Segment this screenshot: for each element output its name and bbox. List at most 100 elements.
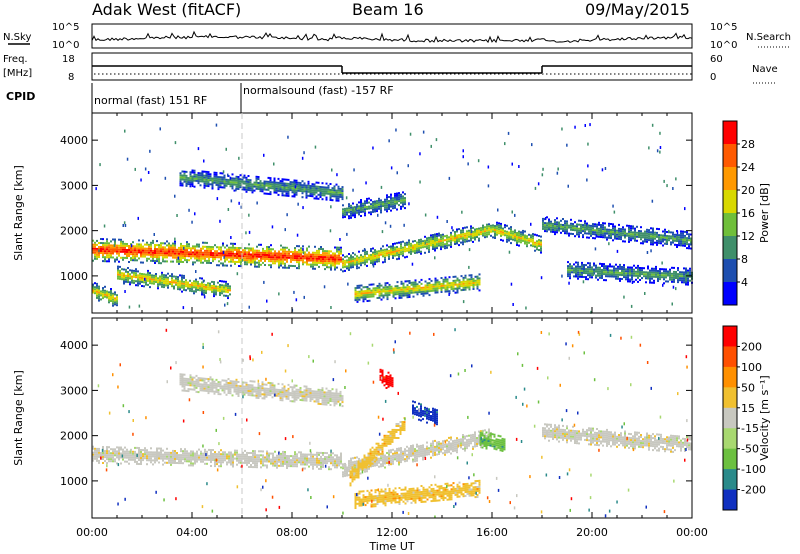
echo-cell <box>232 463 234 466</box>
echo-cell <box>564 224 566 227</box>
echo-cell <box>450 243 452 246</box>
echo-cell <box>466 278 469 281</box>
echo-cell <box>336 256 338 259</box>
echo-cell <box>262 247 264 250</box>
echo-cell <box>657 270 659 272</box>
power-echo-cells <box>92 123 693 314</box>
echo-cell <box>428 250 430 253</box>
echo-cell <box>406 294 409 297</box>
echo-cell <box>122 448 124 451</box>
echo-cell <box>144 451 146 454</box>
echo-cell <box>627 266 629 269</box>
echo-cell <box>540 239 542 242</box>
echo-cell <box>154 459 156 462</box>
echo-cell <box>108 258 110 261</box>
echo-cell <box>591 270 593 273</box>
echo-cell <box>94 243 96 246</box>
echo-cell <box>281 194 284 197</box>
echo-cell <box>456 242 458 245</box>
echo-cell <box>340 252 342 255</box>
echo-cell <box>538 243 540 245</box>
echo-cell <box>238 453 240 456</box>
speckle-cell <box>665 240 668 244</box>
speckle-cell <box>589 123 591 127</box>
echo-cell <box>606 228 608 231</box>
echo-cell <box>536 244 538 247</box>
echo-cell <box>225 184 228 187</box>
echo-cell <box>398 257 400 260</box>
echo-cell <box>434 245 436 248</box>
echo-cell <box>92 287 94 290</box>
echo-cell <box>570 228 572 231</box>
echo-cell <box>209 183 212 186</box>
echo-cell <box>618 229 620 232</box>
echo-cell <box>598 221 600 224</box>
echo-cell <box>654 233 656 236</box>
echo-cell <box>586 222 588 225</box>
echo-cell <box>362 259 364 262</box>
echo-cell <box>486 225 488 228</box>
speckle-cell <box>203 295 206 299</box>
speckle-cell <box>651 123 654 127</box>
echo-cell <box>202 251 204 254</box>
echo-cell <box>124 454 126 457</box>
echo-cell <box>126 448 128 451</box>
echo-cell <box>220 256 222 259</box>
echo-cell <box>572 233 574 235</box>
echo-cell <box>330 258 332 261</box>
echo-cell <box>476 275 479 278</box>
echo-cell <box>599 270 601 273</box>
echo-cell <box>258 249 260 252</box>
echo-cell <box>460 235 462 238</box>
echo-cell <box>366 296 369 298</box>
echo-cell <box>488 233 490 236</box>
echo-cell <box>584 222 586 225</box>
echo-cell <box>416 289 419 292</box>
echo-cell <box>392 249 394 251</box>
echo-cell <box>132 452 134 455</box>
echo-cell <box>132 251 134 254</box>
echo-cell <box>172 459 174 462</box>
echo-cell <box>690 233 692 236</box>
echo-cell <box>259 190 262 193</box>
echo-cell <box>96 251 98 254</box>
echo-cell <box>432 244 434 246</box>
echo-cell <box>188 243 190 246</box>
echo-cell <box>154 457 156 460</box>
echo-cell <box>444 235 446 238</box>
echo-cell <box>122 242 124 245</box>
echo-cell <box>496 227 498 230</box>
echo-cell <box>637 274 639 277</box>
echo-cell <box>450 245 452 248</box>
speckle-cell <box>487 184 490 188</box>
echo-cell <box>440 285 443 287</box>
echo-cell <box>106 242 108 245</box>
echo-cell <box>627 274 629 277</box>
echo-cell <box>218 256 220 259</box>
echo-cell <box>372 293 375 296</box>
echo-cell <box>228 246 230 249</box>
echo-cell <box>614 231 616 234</box>
echo-cell <box>176 452 178 454</box>
echo-cell <box>688 239 690 242</box>
echo-cell <box>243 186 246 189</box>
speckle-cell <box>504 142 506 146</box>
echo-cell <box>258 261 260 264</box>
echo-cell <box>293 185 296 188</box>
echo-cell <box>258 265 260 268</box>
echo-cell <box>468 278 471 281</box>
echo-cell <box>94 255 96 258</box>
echo-cell <box>330 256 332 259</box>
speckle-cell <box>302 247 304 251</box>
echo-cell <box>581 263 583 266</box>
echo-cell <box>448 240 450 243</box>
echo-cell <box>298 255 300 258</box>
echo-cell <box>314 255 316 258</box>
echo-cell <box>134 454 136 457</box>
echo-cell <box>187 177 190 180</box>
echo-cell <box>388 287 391 290</box>
echo-cell <box>206 247 208 250</box>
echo-cell <box>188 456 190 459</box>
echo-cell <box>180 460 182 463</box>
echo-cell <box>296 267 298 270</box>
